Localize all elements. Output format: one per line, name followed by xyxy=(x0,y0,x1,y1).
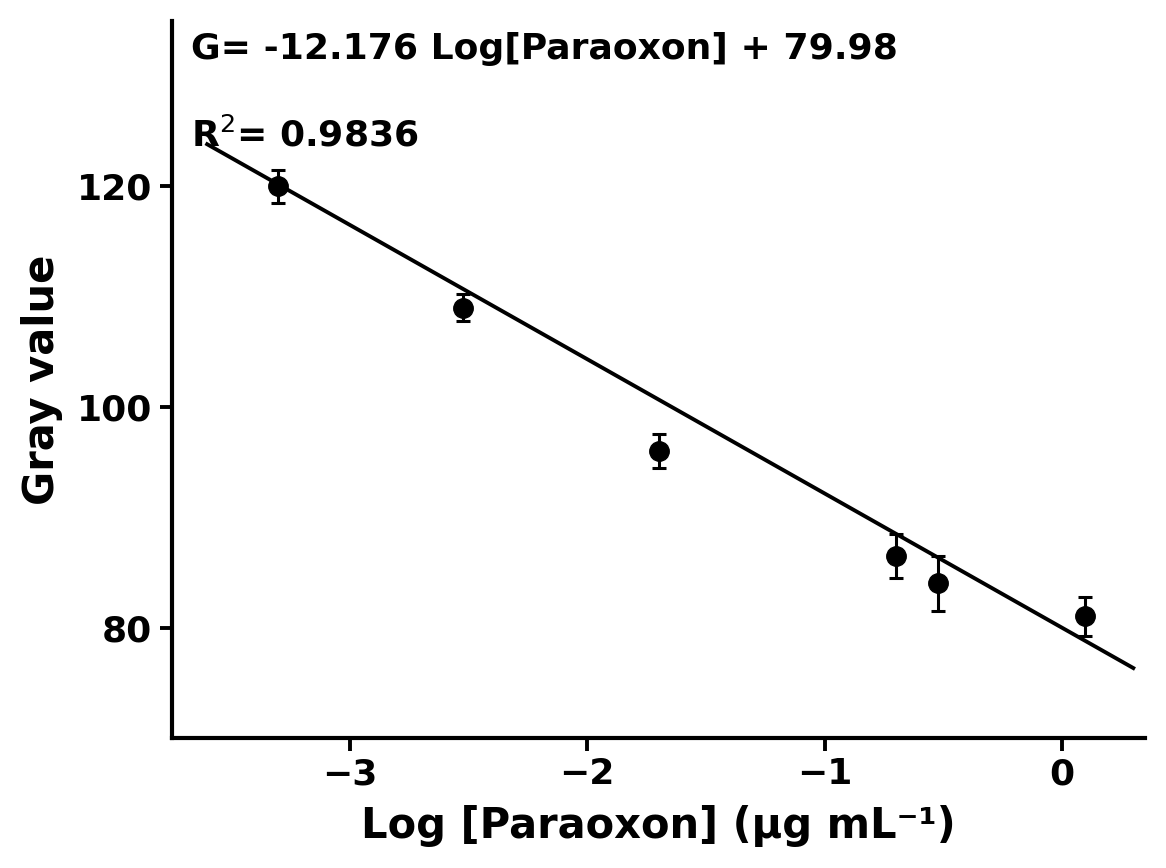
Text: R$^{2}$= 0.9836: R$^{2}$= 0.9836 xyxy=(191,118,419,154)
Text: G= -12.176 Log[Paraoxon] + 79.98: G= -12.176 Log[Paraoxon] + 79.98 xyxy=(191,31,898,66)
Y-axis label: Gray value: Gray value xyxy=(21,254,63,504)
X-axis label: Log [Paraoxon] (μg mL⁻¹): Log [Paraoxon] (μg mL⁻¹) xyxy=(361,806,956,847)
